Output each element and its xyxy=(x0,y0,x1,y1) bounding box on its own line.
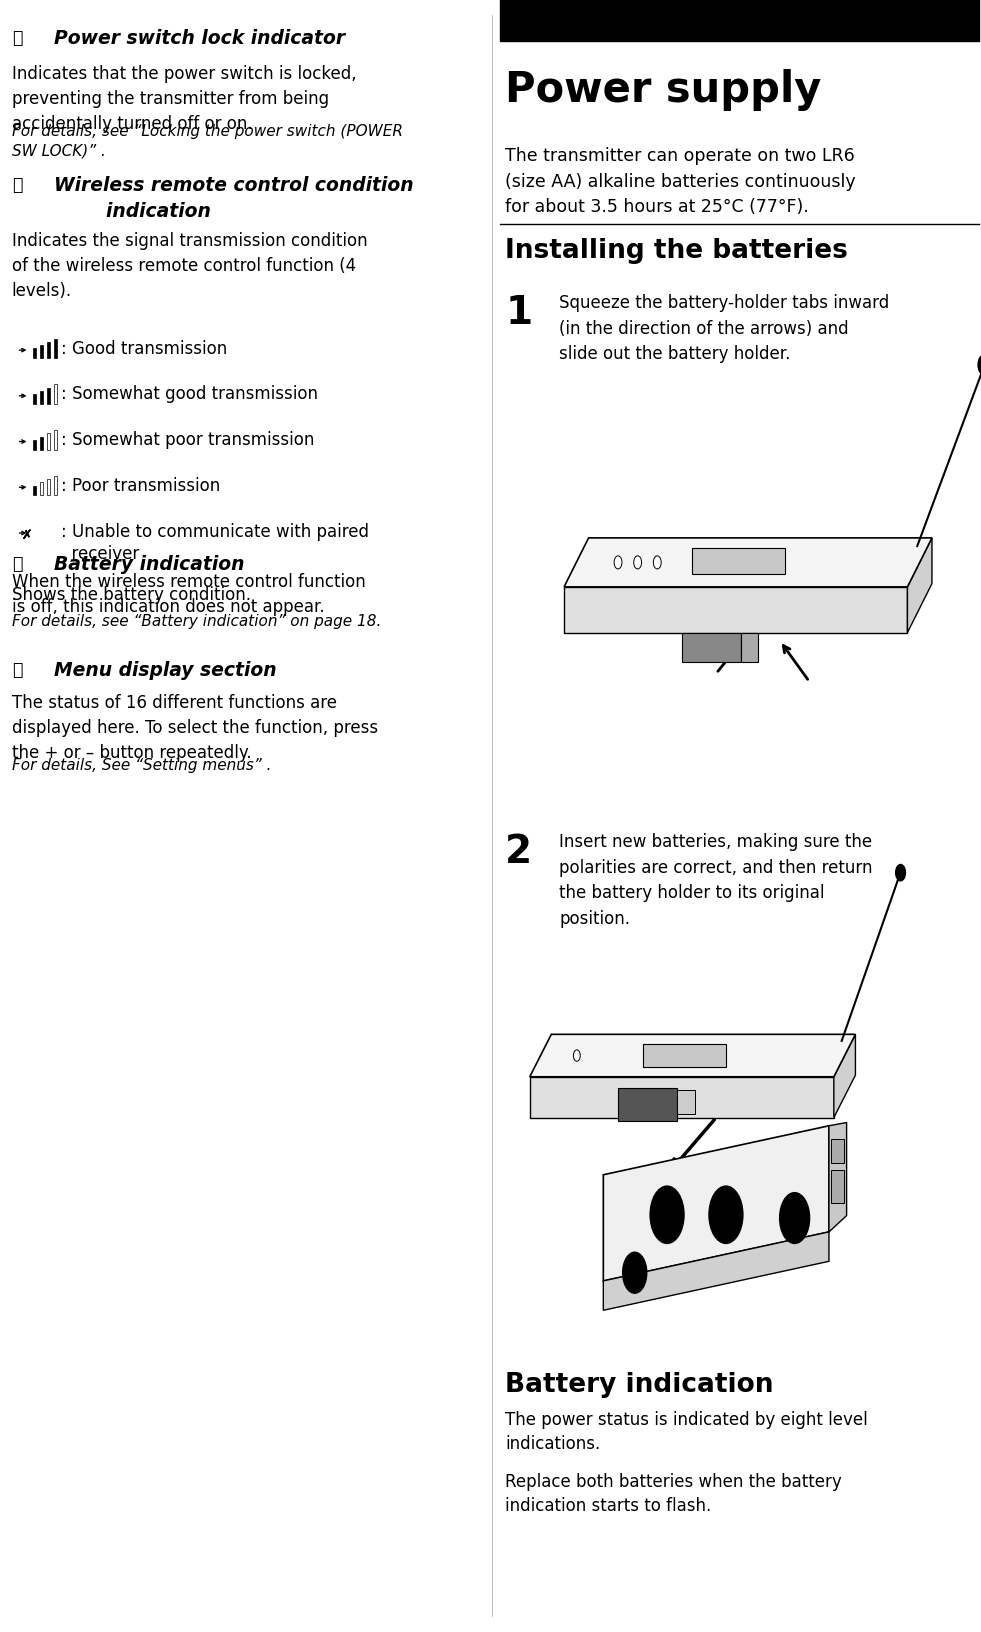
Bar xyxy=(54,385,57,405)
Text: Indicates that the power switch is locked,
preventing the transmitter from being: Indicates that the power switch is locke… xyxy=(12,65,356,134)
Text: Menu display section: Menu display section xyxy=(54,661,277,681)
Polygon shape xyxy=(564,588,907,633)
Bar xyxy=(741,633,758,663)
Circle shape xyxy=(622,1252,647,1294)
Bar xyxy=(47,480,50,496)
Text: Insert new batteries, making sure the
polarities are correct, and then return
th: Insert new batteries, making sure the po… xyxy=(559,832,873,927)
Text: When the wireless remote control function
is off, this indication does not appea: When the wireless remote control functio… xyxy=(12,573,366,615)
Text: Installing the batteries: Installing the batteries xyxy=(505,238,849,264)
Text: Power switch lock indicator: Power switch lock indicator xyxy=(54,29,345,49)
Circle shape xyxy=(978,356,981,375)
Bar xyxy=(40,437,43,450)
Text: 2: 2 xyxy=(505,832,533,870)
Text: For details, see “Locking the power switch (POWER
SW LOCK)” .: For details, see “Locking the power swit… xyxy=(12,124,403,158)
Text: The status of 16 different functions are
displayed here. To select the function,: The status of 16 different functions are… xyxy=(12,694,378,762)
Text: Battery indication: Battery indication xyxy=(54,555,244,574)
Text: : Unable to communicate with paired
  receiver: : Unable to communicate with paired rece… xyxy=(61,522,369,563)
Text: Squeeze the battery-holder tabs inward
(in the direction of the arrows) and
slid: Squeeze the battery-holder tabs inward (… xyxy=(559,294,890,362)
Text: ⓘ: ⓘ xyxy=(12,661,23,679)
Bar xyxy=(33,395,36,405)
Text: : Poor transmission: : Poor transmission xyxy=(61,477,220,494)
Text: Indicates the signal transmission condition
of the wireless remote control funct: Indicates the signal transmission condit… xyxy=(12,232,368,300)
Bar xyxy=(643,1044,726,1067)
Text: : Somewhat poor transmission: : Somewhat poor transmission xyxy=(61,431,314,449)
Polygon shape xyxy=(530,1035,855,1077)
Circle shape xyxy=(896,865,905,881)
Bar xyxy=(54,477,57,496)
Circle shape xyxy=(708,1185,744,1245)
Text: ⓖ: ⓖ xyxy=(12,176,23,194)
Text: Power supply: Power supply xyxy=(505,69,822,111)
Circle shape xyxy=(653,557,661,570)
Text: ✗: ✗ xyxy=(22,529,32,542)
Polygon shape xyxy=(829,1123,847,1232)
Polygon shape xyxy=(530,1077,834,1118)
Bar xyxy=(831,1170,844,1203)
Text: ⓕ: ⓕ xyxy=(12,29,23,47)
Text: Replace both batteries when the battery
indication starts to flash.: Replace both batteries when the battery … xyxy=(505,1472,842,1514)
Text: ✗: ✗ xyxy=(22,529,32,542)
Bar xyxy=(682,633,741,663)
Text: The power status is indicated by eight level
indications.: The power status is indicated by eight l… xyxy=(505,1410,868,1452)
Text: −: − xyxy=(790,1198,800,1209)
Bar xyxy=(831,1139,844,1164)
Polygon shape xyxy=(564,539,932,588)
Circle shape xyxy=(634,557,642,570)
Bar xyxy=(47,388,50,405)
Text: : Good transmission: : Good transmission xyxy=(61,339,227,357)
Bar xyxy=(677,1090,695,1115)
Bar xyxy=(33,486,36,496)
Text: Battery indication: Battery indication xyxy=(505,1371,774,1397)
Bar xyxy=(33,441,36,450)
Polygon shape xyxy=(603,1126,829,1281)
Text: For details, see “Battery indication” on page 18.: For details, see “Battery indication” on… xyxy=(12,614,382,628)
Bar xyxy=(33,349,36,359)
Circle shape xyxy=(614,557,622,570)
Bar xyxy=(47,434,50,450)
Circle shape xyxy=(779,1191,810,1244)
Bar xyxy=(54,431,57,450)
Text: −: − xyxy=(720,1191,732,1206)
Polygon shape xyxy=(907,539,932,633)
Bar xyxy=(40,346,43,359)
Circle shape xyxy=(649,1185,685,1245)
Text: Wireless remote control condition
        indication: Wireless remote control condition indica… xyxy=(54,176,414,220)
Text: The transmitter can operate on two LR6
(size AA) alkaline batteries continuously: The transmitter can operate on two LR6 (… xyxy=(505,147,855,215)
Bar xyxy=(500,0,979,42)
Bar xyxy=(54,339,57,359)
Bar xyxy=(40,483,43,496)
Text: ✗: ✗ xyxy=(22,529,32,542)
Bar xyxy=(692,548,785,574)
Polygon shape xyxy=(603,1232,829,1310)
Text: : Somewhat good transmission: : Somewhat good transmission xyxy=(61,385,318,403)
Polygon shape xyxy=(834,1035,855,1118)
Text: For details, See “Setting menus” .: For details, See “Setting menus” . xyxy=(12,757,272,772)
Bar xyxy=(47,343,50,359)
Bar xyxy=(40,392,43,405)
Circle shape xyxy=(574,1051,581,1061)
Text: Shows the battery condition.: Shows the battery condition. xyxy=(12,586,251,604)
Text: ✗: ✗ xyxy=(22,529,32,542)
Text: +: + xyxy=(660,1191,672,1206)
Text: 1: 1 xyxy=(505,294,533,331)
Text: +: + xyxy=(629,1258,639,1271)
Bar xyxy=(618,1089,677,1121)
Text: ⓗ: ⓗ xyxy=(12,555,23,573)
